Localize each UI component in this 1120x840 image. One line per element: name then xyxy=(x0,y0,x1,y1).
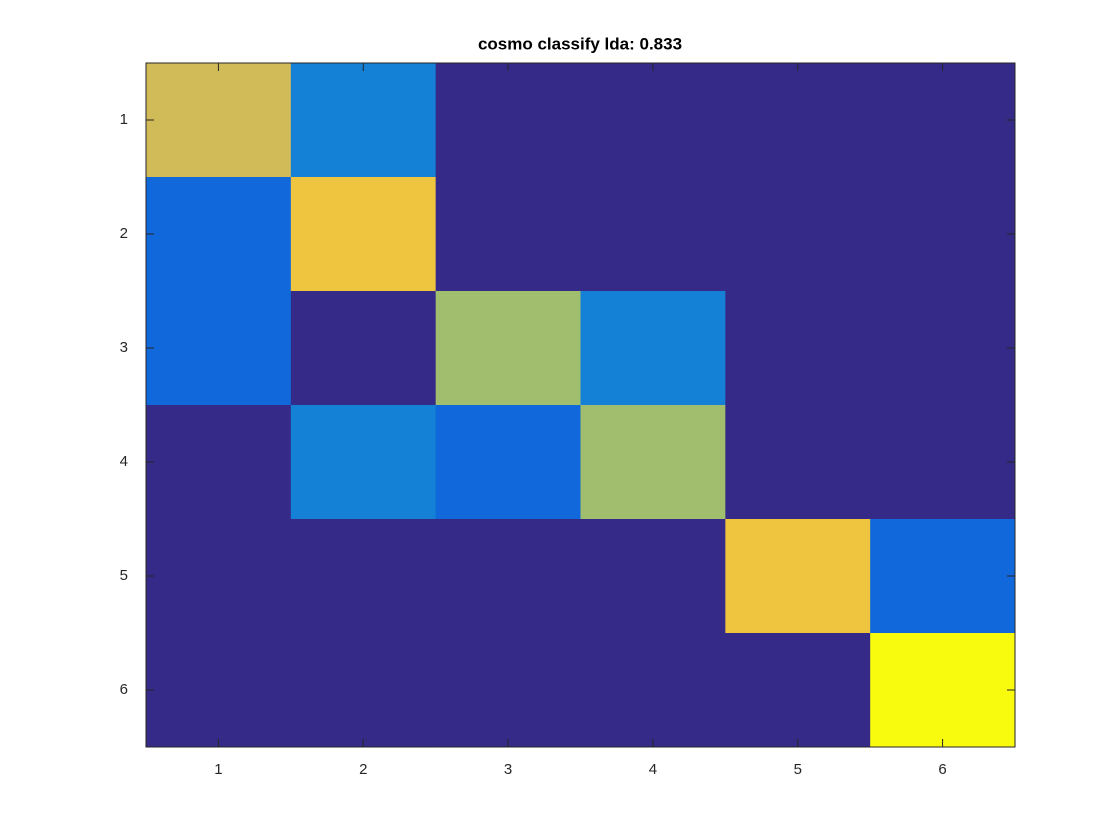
heatmap-cell xyxy=(870,405,1016,520)
x-tick-label: 5 xyxy=(794,761,802,778)
heatmap-cell xyxy=(290,177,437,292)
heatmap-cell xyxy=(870,63,1016,178)
x-tick-label: 1 xyxy=(214,761,222,778)
heatmap-cell xyxy=(725,405,871,520)
heatmap-cell xyxy=(435,633,581,748)
heatmap-cell xyxy=(725,519,871,634)
y-tick-label: 4 xyxy=(120,453,128,470)
heatmap-cell xyxy=(146,405,292,520)
heatmap-cell xyxy=(580,519,726,634)
y-tick-label: 3 xyxy=(120,339,128,356)
heatmap-cell xyxy=(290,519,437,634)
heatmap-cell xyxy=(725,63,871,178)
x-tick-label: 2 xyxy=(359,761,367,778)
x-tick-label: 4 xyxy=(649,761,657,778)
heatmap-cell xyxy=(870,291,1016,406)
heatmap-cell xyxy=(146,63,292,178)
heatmap-cell xyxy=(725,177,871,292)
heatmap-cell xyxy=(146,177,292,292)
heatmap-cell xyxy=(435,177,581,292)
heatmap-cell xyxy=(870,633,1016,748)
heatmap-cell xyxy=(435,291,581,406)
heatmap-cell xyxy=(725,291,871,406)
heatmap-cell xyxy=(290,405,437,520)
heatmap-cell xyxy=(580,291,726,406)
chart-title: cosmo classify lda: 0.833 xyxy=(478,34,682,53)
heatmap-cell xyxy=(290,633,437,748)
heatmap-cell xyxy=(146,633,292,748)
y-tick-label: 2 xyxy=(120,225,128,242)
heatmap-cell xyxy=(146,519,292,634)
heatmap-cell xyxy=(146,291,292,406)
y-tick-label: 1 xyxy=(120,111,128,128)
heatmap-cell xyxy=(435,519,581,634)
heatmap-cell xyxy=(580,177,726,292)
heatmap-cell xyxy=(870,177,1016,292)
heatmap-cell xyxy=(435,405,581,520)
heatmap-cell xyxy=(580,63,726,178)
heatmap-cell xyxy=(580,405,726,520)
axes-box xyxy=(145,62,1016,748)
y-tick-label: 6 xyxy=(120,681,128,698)
heatmap-cell xyxy=(725,633,871,748)
heatmap-cell xyxy=(870,519,1016,634)
x-tick-label: 6 xyxy=(938,761,946,778)
heatmap-cell xyxy=(435,63,581,178)
heatmap-cell xyxy=(290,63,437,178)
heatmap-cell xyxy=(290,291,437,406)
y-tick-label: 5 xyxy=(120,567,128,584)
x-tick-label: 3 xyxy=(504,761,512,778)
heatmap-cell xyxy=(580,633,726,748)
